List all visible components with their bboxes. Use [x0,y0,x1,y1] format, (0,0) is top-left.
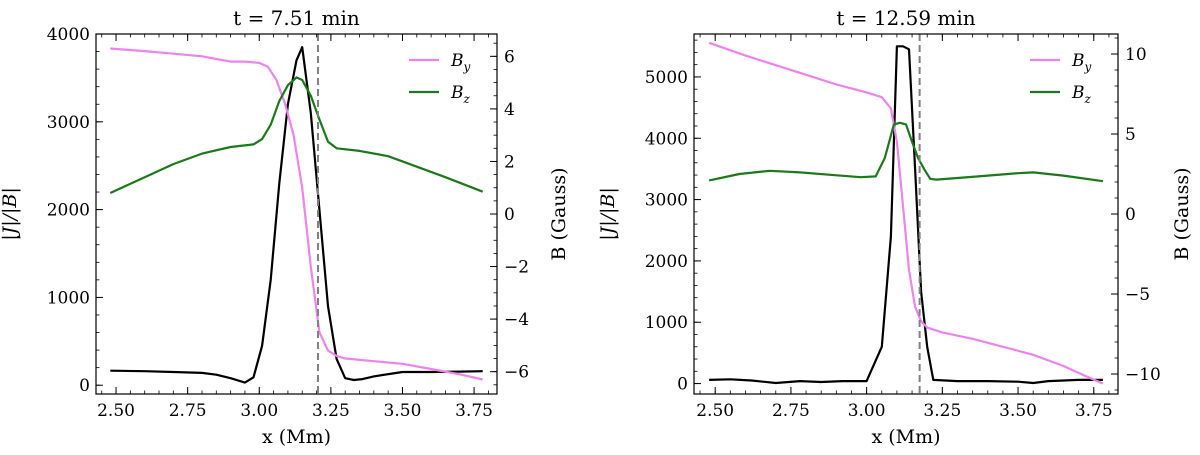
y-left-tick-label: 1000 [47,288,90,308]
x-tick-label: 3.75 [1075,401,1113,421]
y-left-axis-label: |J|/|B| [597,187,619,241]
legend-label-1: By [1071,51,1092,74]
y-left-tick-label: 3000 [47,113,90,133]
x-axis-label: x (Mm) [871,426,940,448]
x-tick-label: 3.00 [240,401,278,421]
legend: By Bz [409,51,471,106]
y-right-tick-label: −6 [504,363,529,383]
y-left-tick-label: 2000 [645,252,688,272]
y-right-tick-label: −5 [1125,285,1150,305]
y-right-tick-label: 0 [1125,205,1136,225]
y-right-tick-label: 5 [1125,125,1136,145]
x-tick-label: 3.50 [999,401,1037,421]
series-line-b-y [708,41,1104,385]
panel-1: 2.50 2.75 3.00 3.25 3.50 3.75 0 1000 2000 3000 400… [0,6,570,448]
axes-frame [693,33,1119,395]
series-line-b-y [110,47,483,381]
series-line-b-z [109,76,484,194]
x-axis-label: x (Mm) [262,426,331,448]
y-left-axis-label: |J|/|B| [0,187,21,241]
axes-frame [95,33,498,395]
y-right-axis-label: B (Gauss) [1171,167,1193,260]
legend-label-1: By [450,51,471,74]
y-right-tick-label: −4 [504,310,529,330]
x-tick-label: 3.25 [312,401,350,421]
x-tick-label: 3.50 [384,401,422,421]
legend-label-2: Bz [1071,83,1092,106]
series-line-b-z [708,121,1104,183]
y-right-tick-label: 2 [504,152,515,172]
y-left-tick-label: 5000 [645,68,688,88]
panel-2: 2.50 2.75 3.00 3.25 3.50 3.75 0 1000 2000 3000 400… [597,6,1193,448]
y-right-tick-label: 6 [504,47,515,67]
y-right-tick-label: −2 [504,258,529,278]
series-line-j-b [110,46,483,384]
x-tick-label: 3.00 [848,401,886,421]
x-tick-label: 2.75 [772,401,810,421]
y-left-tick-label: 2000 [47,201,90,221]
chart-title: t = 7.51 min [233,6,360,30]
x-tick-label: 3.75 [455,401,493,421]
y-left-tick-label: 4000 [645,129,688,149]
y-left-tick-label: 0 [677,375,688,395]
y-left-tick-label: 4000 [47,25,90,45]
legend: By Bz [1030,51,1092,106]
chart-title: t = 12.59 min [836,6,975,30]
x-tick-label: 2.75 [169,401,207,421]
series-line-j-b [709,45,1103,385]
x-tick-label: 2.50 [696,401,734,421]
y-left-tick-label: 3000 [645,191,688,211]
y-right-tick-label: 10 [1125,45,1147,65]
y-right-tick-label: 0 [504,205,515,225]
y-right-tick-label: 4 [504,100,515,120]
y-right-tick-label: −10 [1125,365,1161,385]
x-tick-label: 3.25 [923,401,961,421]
y-left-tick-label: 1000 [645,313,688,333]
y-left-tick-label: 0 [79,376,90,396]
legend-label-2: Bz [450,83,471,106]
y-right-axis-label: B (Gauss) [548,167,570,260]
plot-area [708,41,1104,385]
x-tick-label: 2.50 [97,401,135,421]
plot-area [109,46,484,384]
